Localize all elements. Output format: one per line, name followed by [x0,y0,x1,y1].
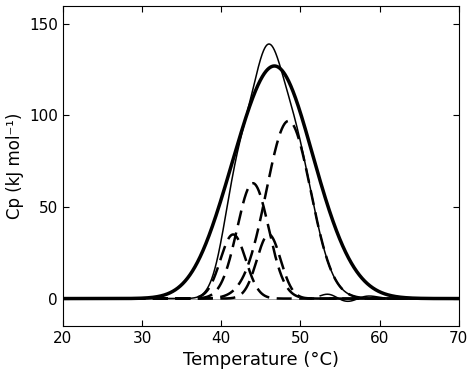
Y-axis label: Cp (kJ mol⁻¹): Cp (kJ mol⁻¹) [6,112,24,219]
X-axis label: Temperature (°C): Temperature (°C) [183,351,339,369]
